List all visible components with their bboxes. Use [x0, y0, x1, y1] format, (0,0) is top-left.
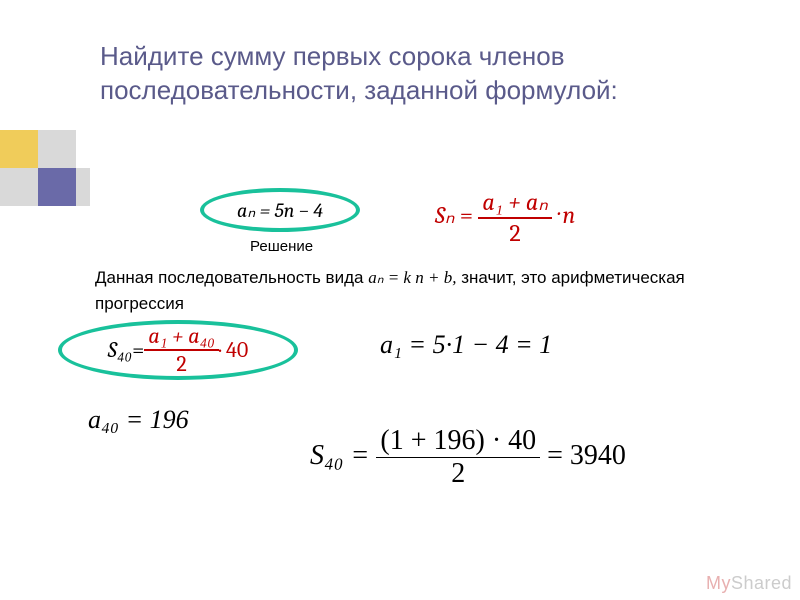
watermark-shared: Shared [731, 573, 792, 593]
s40-num: a₁ + a₄₀ [144, 323, 219, 351]
decor-block [76, 168, 90, 206]
s40-lhs: S₄₀ [108, 337, 132, 363]
final-den: 2 [376, 458, 540, 490]
s40-mult: · 40 [219, 337, 248, 363]
sn-formula: Sₙ = a₁ + aₙ 2 · n [435, 188, 575, 247]
formula-s40: S₄₀ = a₁ + a₄₀ 2 · 40 [58, 320, 298, 380]
body-text-formula: aₙ = k n + b, [368, 268, 456, 287]
final-lhs: S₄₀ [310, 440, 343, 471]
decor-block [0, 130, 38, 168]
final-result: = 3940 [547, 440, 626, 471]
formula-an: aₙ = 5n − 4 [200, 188, 360, 232]
body-text: Данная последовательность вида aₙ = k n … [95, 265, 735, 316]
s40-den: 2 [144, 351, 219, 377]
final-num: (1 + 196) · 40 [376, 425, 540, 458]
sn-mult: · n [557, 201, 575, 229]
a1-equation: a₁ = 5·1 − 4 = 1 [380, 330, 552, 360]
watermark: MyShared [706, 573, 792, 594]
sn-den: 2 [478, 219, 551, 247]
decor-blocks [0, 130, 90, 210]
sn-num: a₁ + aₙ [478, 188, 551, 219]
page-title: Найдите сумму первых сорока членов после… [100, 40, 740, 108]
body-text-1: Данная последовательность вида [95, 268, 368, 287]
final-equation: S₄₀ = (1 + 196) · 40 2 = 3940 [310, 425, 626, 490]
formula-an-text: aₙ = 5n − 4 [237, 198, 323, 222]
sn-lhs: Sₙ [435, 201, 455, 229]
solution-label: Решение [250, 238, 313, 255]
decor-block [0, 168, 38, 206]
watermark-my: My [706, 573, 731, 593]
decor-block [38, 168, 76, 206]
a40-equation: a₄₀ = 196 [88, 405, 189, 435]
decor-block [38, 130, 76, 168]
